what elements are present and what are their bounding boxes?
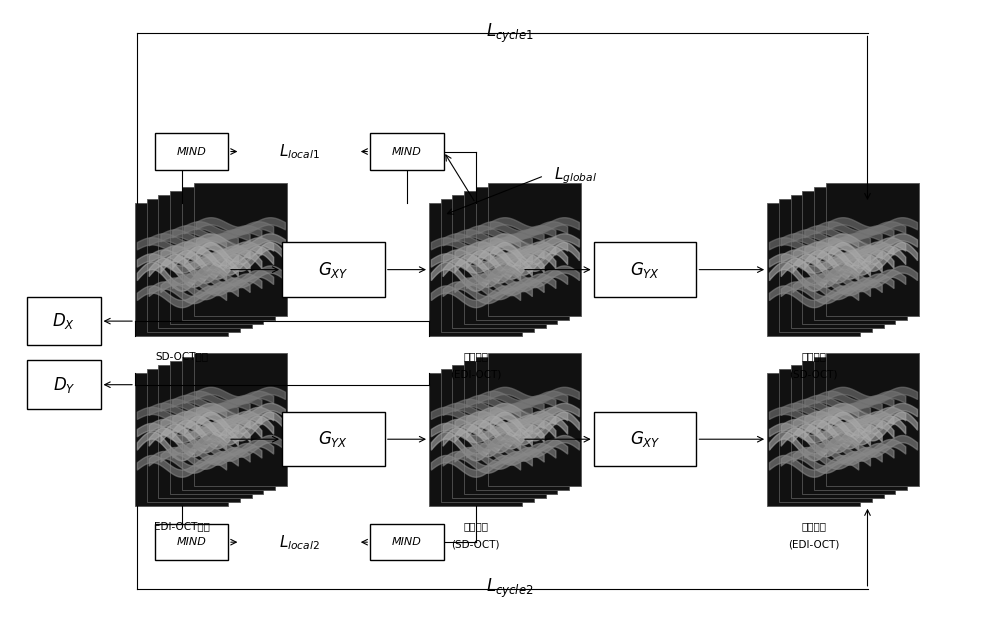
Bar xyxy=(282,242,385,297)
Bar xyxy=(826,183,919,316)
Bar xyxy=(170,191,263,324)
Text: 合成图像: 合成图像 xyxy=(463,352,488,362)
Bar xyxy=(158,195,252,328)
Text: $L_{cycle1}$: $L_{cycle1}$ xyxy=(486,22,534,45)
Bar xyxy=(155,524,228,561)
Bar xyxy=(155,133,228,170)
Text: $G_{YX}$: $G_{YX}$ xyxy=(318,430,348,449)
Bar xyxy=(170,360,263,494)
Bar xyxy=(441,199,534,332)
Bar xyxy=(767,203,860,336)
Text: (SD-OCT): (SD-OCT) xyxy=(789,370,838,379)
Bar xyxy=(488,183,581,316)
Text: (SD-OCT): (SD-OCT) xyxy=(451,539,500,549)
Text: $L_{cycle2}$: $L_{cycle2}$ xyxy=(486,577,534,601)
Bar xyxy=(826,353,919,486)
Text: (EDI-OCT): (EDI-OCT) xyxy=(450,370,501,379)
Bar xyxy=(27,360,101,409)
Text: 合成图像: 合成图像 xyxy=(463,521,488,531)
Bar xyxy=(27,297,101,345)
Bar xyxy=(194,183,287,316)
Bar xyxy=(135,373,228,506)
Bar xyxy=(182,187,275,320)
Bar xyxy=(767,373,860,506)
Bar xyxy=(158,365,252,498)
Text: 合成图像: 合成图像 xyxy=(801,352,826,362)
Bar xyxy=(779,368,872,502)
Bar xyxy=(594,412,696,467)
Bar xyxy=(370,524,444,561)
Bar xyxy=(282,412,385,467)
Bar xyxy=(476,187,569,320)
Text: SD-OCT图像: SD-OCT图像 xyxy=(155,352,208,362)
Bar xyxy=(452,195,546,328)
Text: EDI-OCT图像: EDI-OCT图像 xyxy=(154,521,209,531)
Bar xyxy=(814,357,907,490)
Bar xyxy=(814,187,907,320)
Bar xyxy=(182,357,275,490)
Bar xyxy=(476,357,569,490)
Text: $D_X$: $D_X$ xyxy=(52,311,75,331)
Bar xyxy=(429,203,522,336)
Bar xyxy=(429,373,522,506)
Bar xyxy=(135,203,228,336)
Bar xyxy=(452,365,546,498)
Text: $G_{YX}$: $G_{YX}$ xyxy=(630,260,660,279)
Text: MIND: MIND xyxy=(392,146,422,156)
Bar xyxy=(791,195,884,328)
Bar xyxy=(779,199,872,332)
Bar xyxy=(194,353,287,486)
Bar xyxy=(370,133,444,170)
Bar xyxy=(802,360,895,494)
Text: $G_{XY}$: $G_{XY}$ xyxy=(630,430,660,449)
Bar xyxy=(147,199,240,332)
Bar xyxy=(488,353,581,486)
Bar xyxy=(147,368,240,502)
Text: MIND: MIND xyxy=(176,537,206,547)
Text: $L_{local2}$: $L_{local2}$ xyxy=(279,533,320,551)
Bar xyxy=(802,191,895,324)
Text: MIND: MIND xyxy=(392,537,422,547)
Text: $L_{local1}$: $L_{local1}$ xyxy=(279,142,320,161)
Text: $G_{XY}$: $G_{XY}$ xyxy=(318,260,349,279)
Bar xyxy=(791,365,884,498)
Text: (EDI-OCT): (EDI-OCT) xyxy=(788,539,839,549)
Text: 合成图像: 合成图像 xyxy=(801,521,826,531)
Text: $L_{global}$: $L_{global}$ xyxy=(554,166,597,186)
Bar xyxy=(464,191,557,324)
Text: $D_Y$: $D_Y$ xyxy=(53,375,75,395)
Bar xyxy=(464,360,557,494)
Bar xyxy=(441,368,534,502)
Text: MIND: MIND xyxy=(176,146,206,156)
Bar xyxy=(594,242,696,297)
